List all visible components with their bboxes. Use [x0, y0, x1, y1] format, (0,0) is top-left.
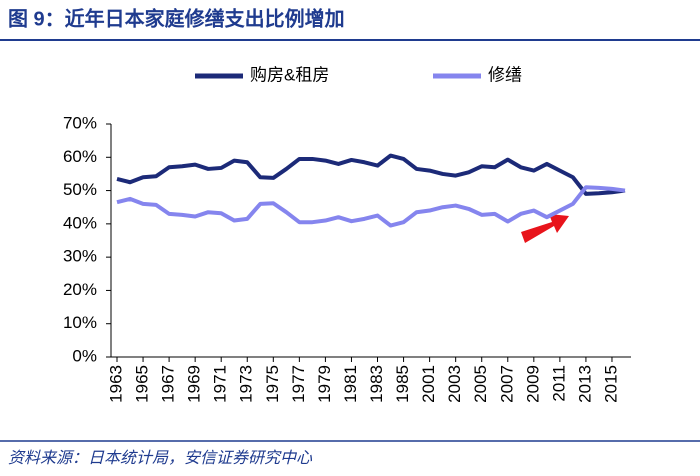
x-tick-label: 2011 — [549, 365, 568, 402]
x-tick-label: 1965 — [133, 365, 152, 403]
y-tick-label: 40% — [63, 213, 97, 232]
y-tick-label: 0% — [72, 346, 97, 365]
x-tick-label: 2001 — [419, 365, 438, 403]
x-tick-label: 1973 — [237, 365, 256, 403]
x-tick-label: 1981 — [341, 365, 360, 403]
arrow — [521, 214, 569, 243]
y-tick-label: 60% — [63, 147, 97, 166]
x-tick-label: 2013 — [575, 365, 594, 403]
x-tick-label: 2003 — [445, 365, 464, 403]
legend-label: 修缮 — [488, 65, 522, 84]
x-tick-label: 1971 — [211, 365, 230, 403]
x-tick-label: 1983 — [367, 365, 386, 403]
x-tick-label: 1969 — [185, 365, 204, 403]
series-line — [116, 185, 626, 228]
x-tick-label: 1977 — [289, 365, 308, 403]
x-tick-label: 2009 — [523, 365, 542, 403]
source-note: 资料来源：日本统计局，安信证券研究中心 — [8, 449, 313, 467]
x-tick-label: 1979 — [315, 365, 334, 403]
y-tick-label: 70% — [63, 113, 97, 132]
x-tick-label: 1963 — [106, 365, 125, 403]
y-tick-label: 50% — [63, 180, 97, 199]
series-line — [116, 153, 626, 196]
x-tick-label: 2005 — [471, 365, 490, 403]
legend-label: 购房&租房 — [250, 65, 329, 84]
chart-title: 图 9：近年日本家庭修缮支出比例增加 — [8, 6, 345, 30]
x-tick-label: 1967 — [159, 365, 178, 403]
y-tick-label: 20% — [63, 280, 97, 299]
x-tick-label: 1975 — [263, 365, 282, 403]
x-tick-label: 2015 — [601, 365, 620, 403]
y-tick-label: 30% — [63, 247, 97, 266]
x-tick-label: 2007 — [497, 365, 516, 403]
y-tick-label: 10% — [63, 313, 97, 332]
x-tick-label: 1985 — [393, 365, 412, 403]
